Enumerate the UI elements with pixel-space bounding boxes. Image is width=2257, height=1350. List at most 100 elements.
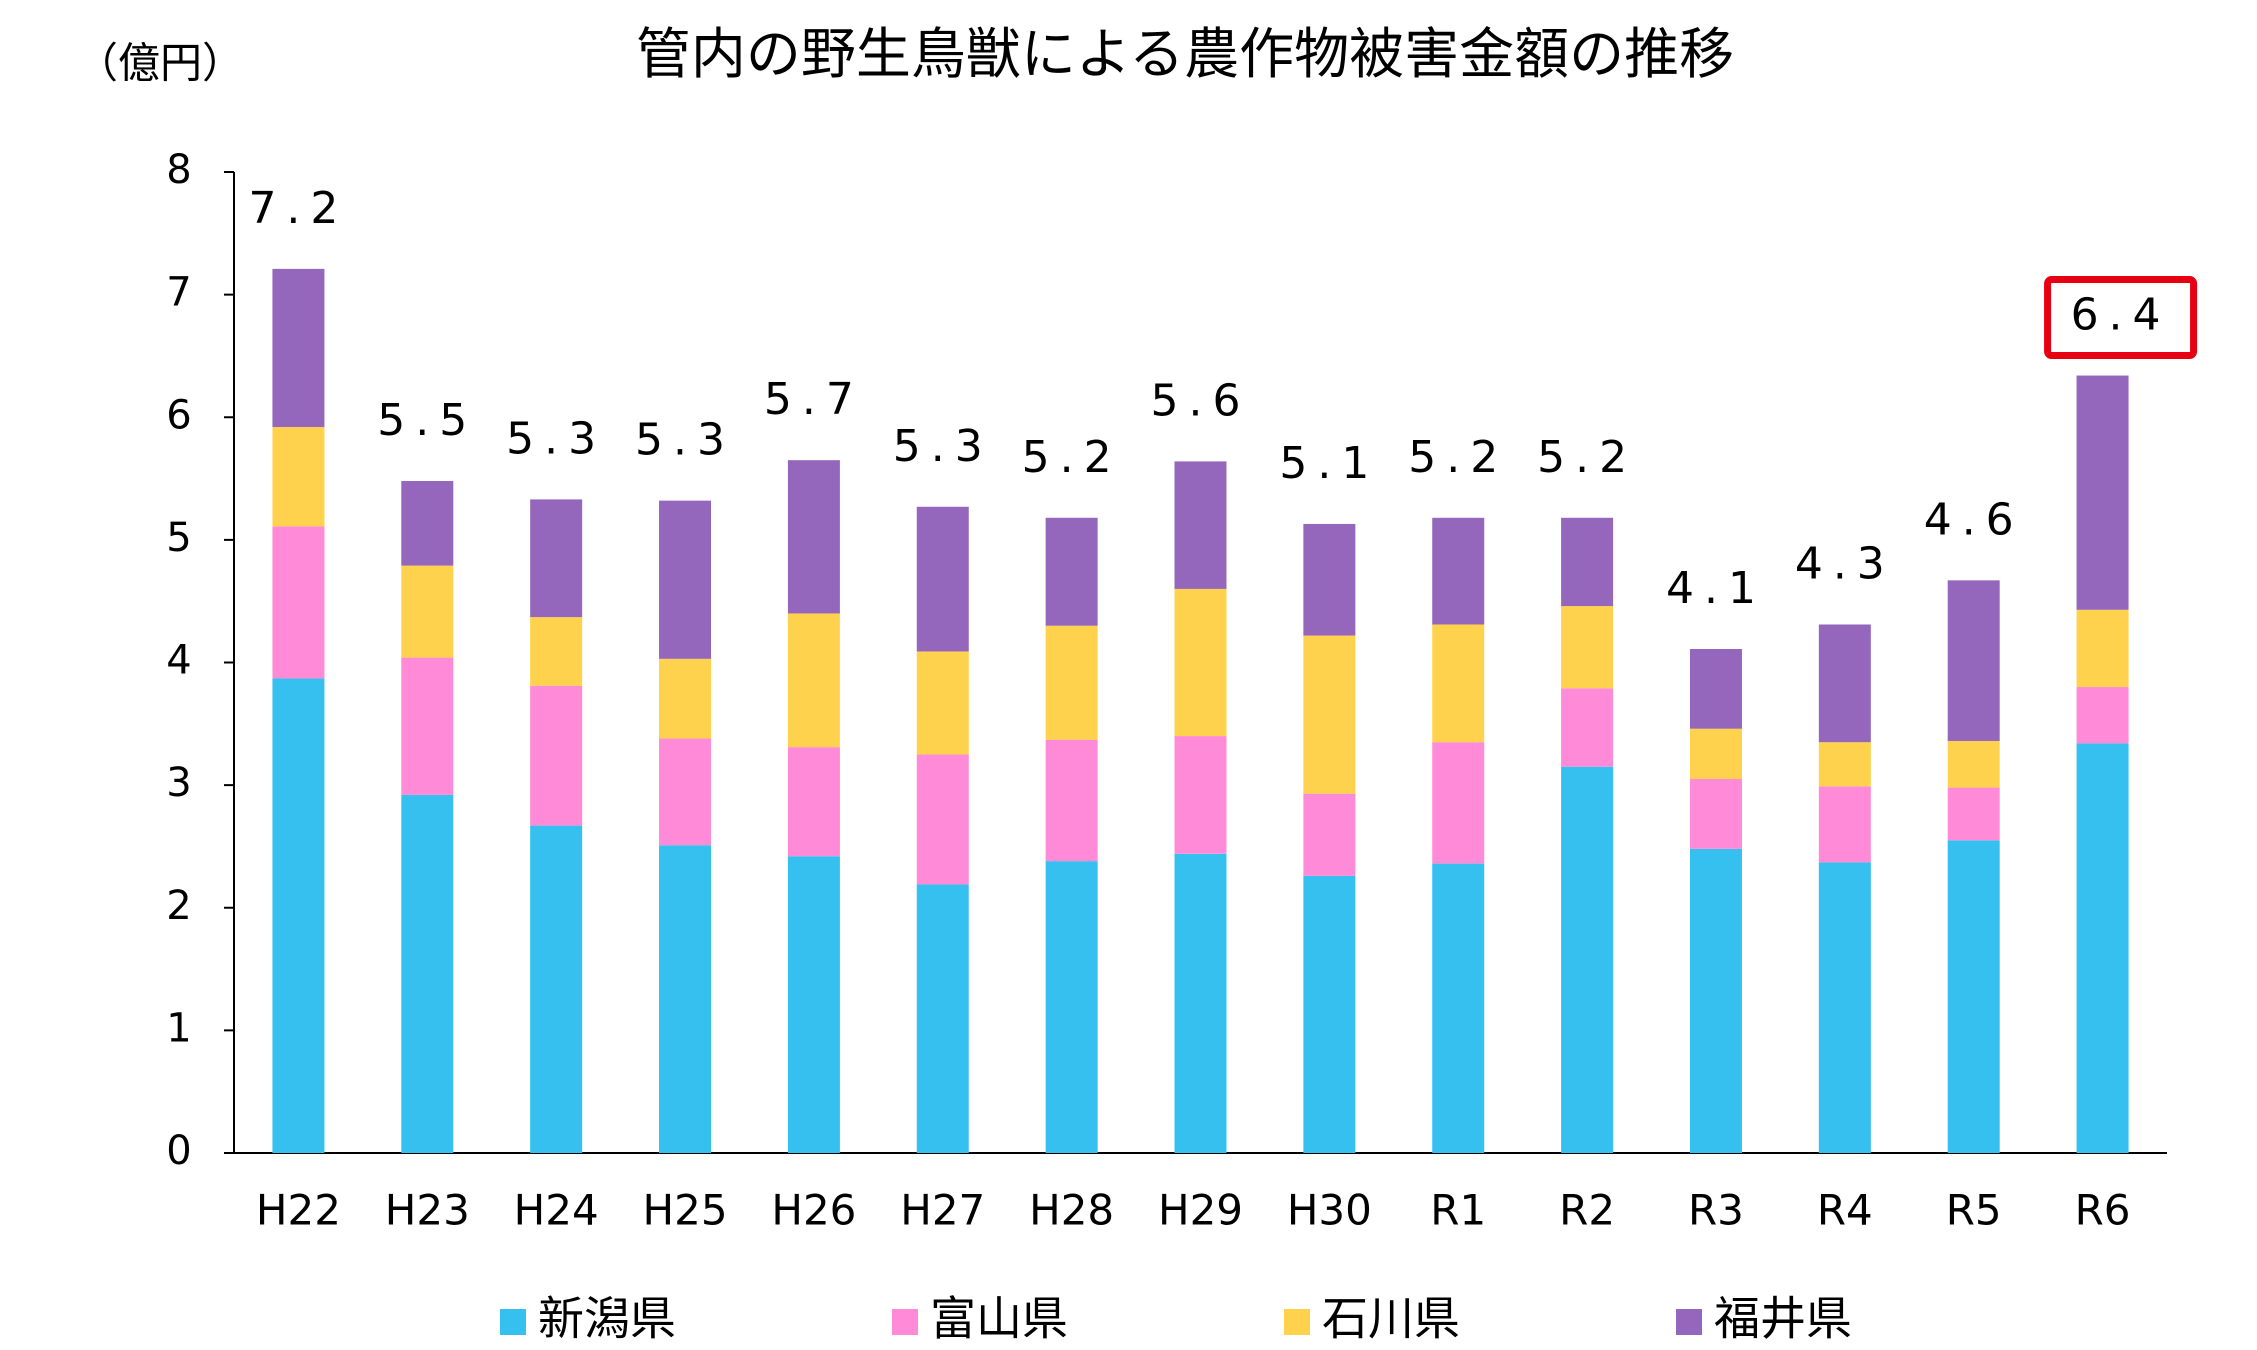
highlight-box — [2044, 276, 2198, 360]
bar-segment — [530, 499, 583, 618]
bar-segment — [659, 500, 712, 659]
bar-segment — [1689, 848, 1742, 1153]
bar-segment — [916, 651, 969, 755]
bar-segment — [401, 565, 454, 658]
legend-swatch — [1676, 1309, 1702, 1335]
bar-segment — [1689, 649, 1742, 729]
bar-segment — [1432, 742, 1485, 864]
total-label: 5.2 — [1022, 432, 1122, 483]
bar-segment — [1432, 624, 1485, 743]
x-tick-label: H23 — [385, 1186, 470, 1235]
bar-segment — [1174, 736, 1227, 854]
bar-segment — [1303, 875, 1356, 1153]
bar-segment — [659, 845, 712, 1153]
bar-segment — [1689, 778, 1742, 849]
x-tick-label: R6 — [2075, 1186, 2131, 1235]
total-label: 5.5 — [377, 395, 477, 446]
total-label: 5.2 — [1408, 432, 1508, 483]
bar-segment — [2076, 375, 2129, 610]
y-axis-label: （億円） — [76, 39, 244, 88]
bar-segment — [659, 658, 712, 739]
bar-segment — [530, 825, 583, 1153]
bar-segment — [1174, 461, 1227, 589]
bar-segment — [1561, 688, 1614, 767]
bar-segment — [1561, 517, 1614, 607]
total-label: 5.6 — [1151, 375, 1251, 426]
bar-segment — [1818, 786, 1871, 863]
bar-segment — [1303, 793, 1356, 876]
bar-segment — [1689, 728, 1742, 779]
total-label: 7.2 — [248, 183, 348, 234]
legend-swatch — [1284, 1309, 1310, 1335]
bar-segment — [1432, 517, 1485, 625]
bar-segment — [1045, 625, 1098, 740]
x-tick-label: H28 — [1029, 1186, 1114, 1235]
x-tick-label: R1 — [1430, 1186, 1486, 1235]
x-tick-label: H22 — [256, 1186, 341, 1235]
legend-label: 福井県 — [1714, 1292, 1852, 1346]
x-tick-label: R5 — [1946, 1186, 2002, 1235]
legend-label: 石川県 — [1322, 1292, 1460, 1346]
bar-segment — [401, 657, 454, 795]
bar-segment — [1174, 588, 1227, 737]
total-label: 5.7 — [764, 374, 864, 425]
bar-segment — [1303, 635, 1356, 794]
bar-segment — [2076, 743, 2129, 1153]
bar-segment — [916, 884, 969, 1153]
bar-segment — [659, 738, 712, 846]
x-tick-label: H24 — [514, 1186, 599, 1235]
y-tick-label: 4 — [166, 638, 191, 684]
bar-segment — [1174, 853, 1227, 1153]
bar-segment — [1561, 766, 1614, 1153]
total-label: 5.2 — [1537, 432, 1637, 483]
y-tick-label: 1 — [166, 1005, 191, 1051]
bar-segment — [787, 460, 840, 614]
x-tick-label: R2 — [1559, 1186, 1615, 1235]
total-label: 5.3 — [506, 413, 606, 464]
bar-segment — [787, 747, 840, 857]
bar-segment — [916, 506, 969, 652]
x-tick-label: H30 — [1287, 1186, 1372, 1235]
x-tick-label: R4 — [1817, 1186, 1873, 1235]
bar-segment — [530, 685, 583, 826]
bar-segment — [272, 678, 325, 1153]
x-tick-label: H29 — [1158, 1186, 1243, 1235]
bar-segment — [1947, 787, 2000, 841]
bar-segment — [272, 427, 325, 527]
bar-segment — [916, 754, 969, 885]
total-label: 4.1 — [1666, 563, 1766, 614]
total-label: 5.3 — [893, 421, 993, 472]
y-tick-label: 3 — [166, 760, 191, 806]
y-tick-label: 5 — [166, 515, 191, 561]
bar-segment — [272, 526, 325, 679]
bar-segment — [272, 268, 325, 428]
legend-label: 富山県 — [930, 1292, 1068, 1346]
bar-segment — [1045, 861, 1098, 1153]
y-tick-label: 7 — [166, 270, 191, 316]
bar-segment — [1947, 840, 2000, 1153]
bar-segment — [1947, 740, 2000, 788]
total-label: 5.1 — [1279, 438, 1379, 489]
bar-segment — [1432, 863, 1485, 1153]
bar-segment — [530, 617, 583, 686]
bar-segment — [1303, 523, 1356, 636]
bar-segment — [1818, 742, 1871, 787]
bar-segment — [1818, 624, 1871, 743]
bar-segment — [787, 613, 840, 748]
y-tick-label: 2 — [166, 883, 191, 929]
bar-segment — [1045, 739, 1098, 862]
total-label: 4.6 — [1924, 494, 2024, 545]
x-tick-label: H26 — [771, 1186, 856, 1235]
total-label: 5.3 — [635, 415, 735, 466]
bar-segment — [2076, 609, 2129, 688]
x-tick-label: R3 — [1688, 1186, 1744, 1235]
bar-segment — [1818, 862, 1871, 1153]
y-tick-label: 8 — [166, 147, 191, 193]
bar-segment — [2076, 687, 2129, 744]
chart-title: 管内の野生鳥獣による農作物被害金額の推移 — [636, 22, 1734, 86]
x-tick-label: H27 — [900, 1186, 985, 1235]
x-tick-label: H25 — [643, 1186, 728, 1235]
total-label: 4.3 — [1795, 538, 1895, 589]
total-label: 6.4 — [2071, 290, 2171, 341]
